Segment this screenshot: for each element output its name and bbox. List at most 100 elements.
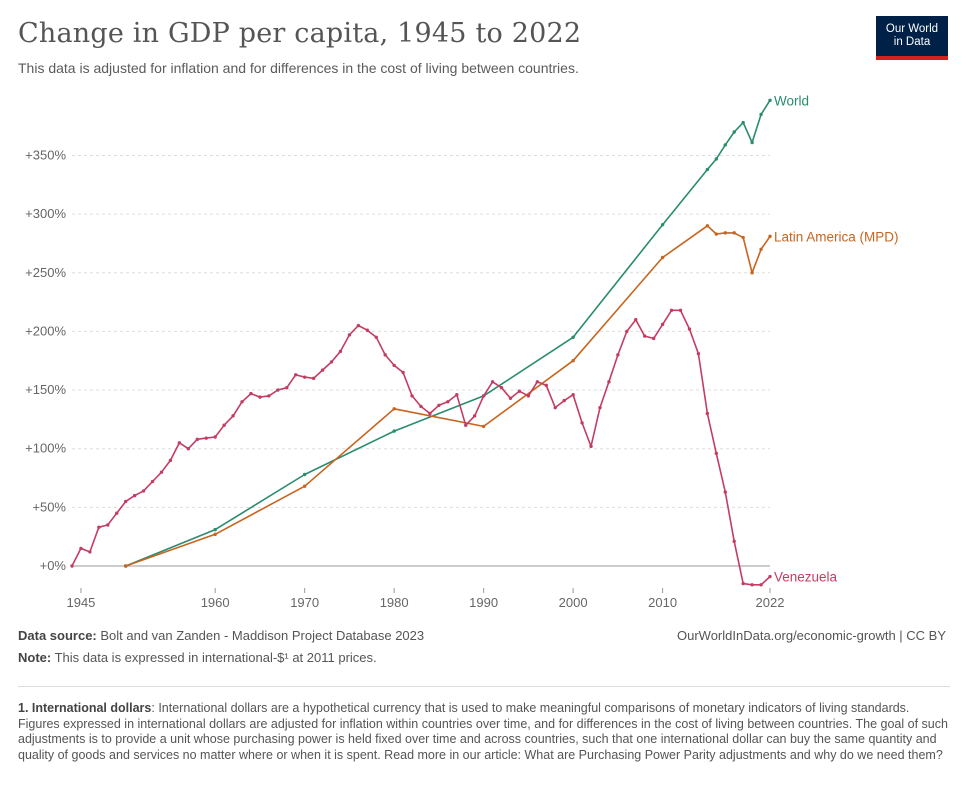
owid-logo[interactable]: Our World in Data xyxy=(876,16,948,60)
data-point-world xyxy=(768,98,772,103)
data-point-latin_america xyxy=(392,407,396,411)
data-point-latin_america xyxy=(481,424,486,429)
data-point-venezuela xyxy=(392,363,396,368)
data-point-venezuela xyxy=(168,458,173,463)
data-point-venezuela xyxy=(410,394,414,398)
data-point-venezuela xyxy=(490,380,495,384)
data-point-venezuela xyxy=(750,583,754,587)
data-point-venezuela xyxy=(356,323,361,328)
data-point-venezuela xyxy=(204,436,208,440)
y-tick-label: +50% xyxy=(32,499,66,514)
x-tick-label: 1960 xyxy=(201,595,230,610)
data-point-venezuela xyxy=(687,327,692,331)
data-point-venezuela xyxy=(607,380,611,384)
data-point-venezuela xyxy=(741,581,745,586)
x-tick-label: 1980 xyxy=(380,595,409,610)
data-point-venezuela xyxy=(231,414,235,418)
data-point-venezuela xyxy=(651,336,656,341)
note: Note: This data is expressed in internat… xyxy=(18,650,377,665)
y-tick-label: +350% xyxy=(25,147,66,162)
data-point-venezuela xyxy=(660,322,665,327)
data-point-venezuela xyxy=(580,421,584,425)
data-point-venezuela xyxy=(123,499,128,504)
data-point-venezuela xyxy=(195,437,199,442)
data-point-venezuela xyxy=(598,405,602,410)
credit-link[interactable]: OurWorldInData.org/economic-growth | CC … xyxy=(676,628,946,643)
data-point-venezuela xyxy=(302,375,307,379)
data-point-venezuela xyxy=(732,539,736,544)
logo-line-1: Our World xyxy=(885,23,939,35)
line-chart: +0% +50% +100% +150% +200% +250% +300% +350% 194… xyxy=(25,93,899,610)
data-point-latin_america xyxy=(768,234,772,239)
footer-divider xyxy=(18,686,950,687)
data-point-venezuela xyxy=(634,317,638,322)
y-tick-label: +250% xyxy=(25,265,66,280)
data-point-venezuela xyxy=(571,393,575,397)
data-point-latin_america xyxy=(750,271,754,275)
data-point-venezuela xyxy=(508,396,513,400)
series-line-latin_america xyxy=(125,225,771,567)
data-point-venezuela xyxy=(285,386,289,390)
series-label-venezuela: Venezuela xyxy=(774,570,838,585)
data-point-latin_america xyxy=(213,532,217,537)
data-point-venezuela xyxy=(97,525,101,529)
data-point-venezuela xyxy=(455,393,459,397)
data-point-venezuela xyxy=(88,550,92,554)
data-point-venezuela xyxy=(723,490,727,494)
data-point-latin_america xyxy=(732,231,736,235)
footnote: 1. International dollars: International … xyxy=(18,701,948,763)
x-tick-label: 2000 xyxy=(559,595,588,610)
data-point-latin_america xyxy=(302,484,307,488)
data-point-venezuela xyxy=(177,441,182,445)
data-point-latin_america xyxy=(759,247,763,251)
data-point-latin_america xyxy=(571,359,575,363)
data-point-venezuela xyxy=(150,479,155,484)
series-line-venezuela xyxy=(71,309,771,586)
data-point-latin_america xyxy=(741,235,745,240)
data-point-venezuela xyxy=(419,404,423,409)
logo-line-2: in Data xyxy=(893,36,931,48)
data-point-venezuela xyxy=(678,308,683,312)
x-tick-label: 1990 xyxy=(469,595,498,610)
y-tick-label: +300% xyxy=(25,206,66,221)
data-point-venezuela xyxy=(535,380,540,384)
data-point-venezuela xyxy=(705,411,710,416)
data-point-venezuela xyxy=(79,546,83,551)
data-point-venezuela xyxy=(249,391,253,396)
data-point-venezuela xyxy=(589,444,593,449)
data-point-world xyxy=(213,527,217,532)
data-point-venezuela xyxy=(643,334,647,338)
data-point-venezuela xyxy=(106,523,110,527)
data-point-venezuela xyxy=(625,329,629,334)
data-point-venezuela xyxy=(320,368,325,372)
data-point-latin_america xyxy=(123,564,128,568)
data-point-venezuela xyxy=(213,435,217,439)
data-point-latin_america xyxy=(660,255,665,260)
data-point-venezuela xyxy=(553,405,557,410)
data-point-venezuela xyxy=(132,493,137,498)
data-point-venezuela xyxy=(338,349,343,354)
data-point-venezuela xyxy=(446,400,450,404)
series-line-world xyxy=(125,99,771,567)
data-point-venezuela xyxy=(159,470,164,474)
data-point-venezuela xyxy=(464,423,468,427)
data-point-venezuela xyxy=(329,360,334,364)
data-point-venezuela xyxy=(365,328,370,332)
series-label-latin_america: Latin America (MPD) xyxy=(774,229,899,244)
data-point-venezuela xyxy=(696,351,701,356)
data-point-world xyxy=(714,157,719,161)
data-point-venezuela xyxy=(222,423,226,427)
data-point-world xyxy=(705,167,710,172)
data-point-venezuela xyxy=(374,335,378,339)
data-point-venezuela xyxy=(267,394,271,398)
data-source: Data source: Bolt and van Zanden - Maddi… xyxy=(18,628,424,643)
y-tick-label: +150% xyxy=(25,382,66,397)
data-point-venezuela xyxy=(759,583,763,587)
data-point-latin_america xyxy=(705,224,710,228)
data-point-venezuela xyxy=(562,398,566,403)
data-point-venezuela xyxy=(240,400,244,404)
footnote-label: 1. International dollars xyxy=(18,701,152,715)
data-point-venezuela xyxy=(437,403,441,407)
series-label-world: World xyxy=(774,93,809,108)
data-point-venezuela xyxy=(401,370,405,375)
